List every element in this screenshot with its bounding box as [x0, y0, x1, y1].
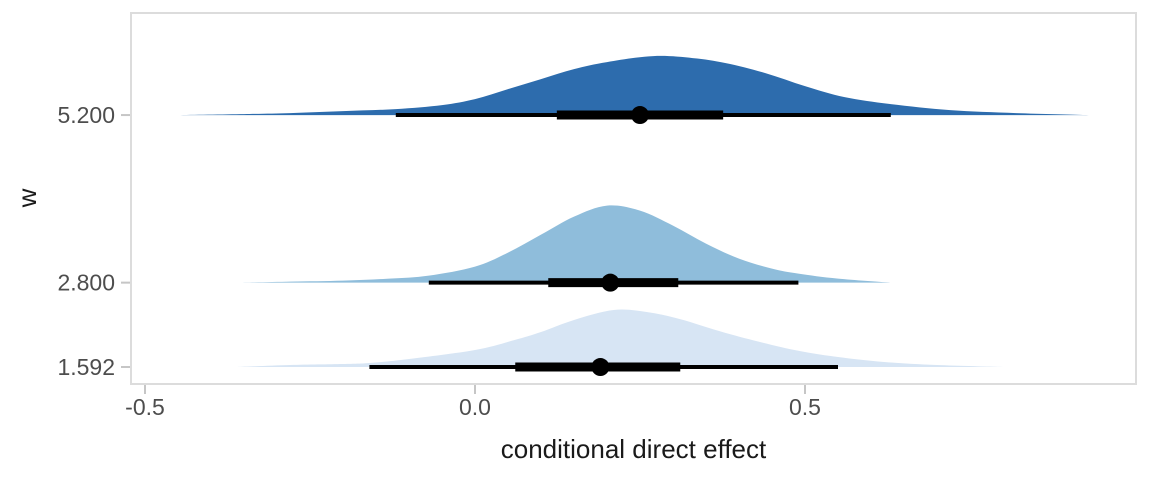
x-axis-title: conditional direct effect: [500, 434, 767, 464]
y-tick-label: 2.800: [57, 270, 115, 296]
y-tick-label: 1.592: [57, 354, 115, 380]
y-axis-title: w: [12, 188, 42, 208]
x-tick-label: 0.0: [459, 394, 491, 420]
density-area-w-2.800: [237, 205, 891, 283]
x-tick-label: -0.5: [125, 394, 165, 420]
median-point-w-1.592: [591, 358, 610, 377]
x-tick-label: 0.5: [789, 394, 821, 420]
median-point-w-5.200: [631, 106, 650, 125]
density-area-w-1.592: [237, 309, 1003, 367]
y-tick-label: 5.200: [57, 102, 115, 128]
density-area-w-5.200: [178, 55, 1089, 116]
median-point-w-2.800: [601, 273, 620, 292]
